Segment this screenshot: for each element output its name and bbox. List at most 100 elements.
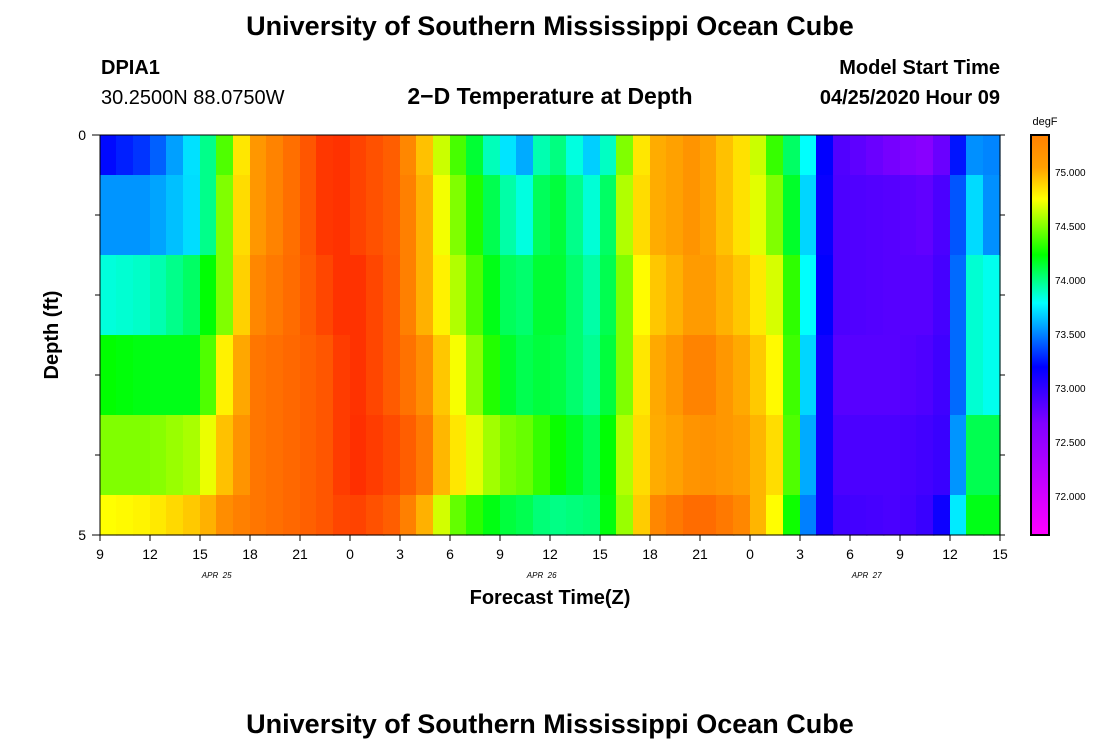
heatmap-cell xyxy=(900,335,918,416)
heatmap-cell xyxy=(783,415,801,496)
heatmap-cell xyxy=(850,495,868,536)
heatmap-cell xyxy=(633,135,651,176)
heatmap-cell xyxy=(533,135,551,176)
heatmap-cell xyxy=(900,135,918,176)
heatmap-cell xyxy=(400,335,418,416)
heatmap-cell xyxy=(700,495,718,536)
heatmap-cell xyxy=(450,495,468,536)
heatmap-cell xyxy=(500,415,518,496)
colorbar-tick-label: 74.500 xyxy=(1055,222,1086,233)
y-axis-label: Depth (ft) xyxy=(41,291,63,380)
heatmap-cell xyxy=(666,255,685,336)
heatmap-cell xyxy=(516,495,535,536)
x-axis: 9 12 15 18 21 0 3 6 9 12 15 18 21 0 3 6 9 12 15 APR 25 APR 2… xyxy=(96,535,1008,580)
heatmap-cell xyxy=(783,175,801,256)
x-tick-label: 15 xyxy=(192,546,208,562)
x-tick-label: 9 xyxy=(96,546,104,562)
heatmap-cell xyxy=(183,415,201,496)
heatmap-cell xyxy=(550,495,568,536)
heatmap-cell xyxy=(866,135,885,176)
heatmap-cell xyxy=(283,415,301,496)
heatmap-cell xyxy=(416,495,435,536)
heatmap-cell xyxy=(316,335,335,416)
heatmap-cell xyxy=(850,255,868,336)
heatmap-cell xyxy=(900,255,918,336)
heatmap-cell xyxy=(133,415,151,496)
heatmap-cell xyxy=(366,415,385,496)
model-start-value: 04/25/2020 Hour 09 xyxy=(819,87,1000,109)
heatmap-cell xyxy=(116,135,135,176)
heatmap-cell xyxy=(883,495,901,536)
heatmap-cell xyxy=(900,415,918,496)
heatmap-cell xyxy=(433,135,451,176)
heatmap-cell xyxy=(816,495,835,536)
heatmap-cell xyxy=(483,175,501,256)
colorbar-tick-label: 72.500 xyxy=(1055,438,1086,449)
heatmap-cell xyxy=(366,175,385,256)
heatmap-cell xyxy=(533,335,551,416)
heatmap-cell xyxy=(383,255,401,336)
plot-title: 2−D Temperature at Depth xyxy=(407,83,693,109)
heatmap-cell xyxy=(616,415,635,496)
x-tick-label: 21 xyxy=(692,546,708,562)
heatmap-cell xyxy=(100,135,118,176)
x-tick-label: 3 xyxy=(396,546,404,562)
heatmap-cell xyxy=(766,175,785,256)
heatmap-cell xyxy=(633,175,651,256)
heatmap-cell xyxy=(766,255,785,336)
heatmap-cell xyxy=(966,495,985,536)
heatmap-cell xyxy=(233,175,251,256)
heatmap-cell xyxy=(950,415,968,496)
heatmap-cell xyxy=(483,135,501,176)
heatmap-cell xyxy=(800,175,818,256)
heatmap-cell xyxy=(583,415,601,496)
heatmap-cell xyxy=(966,415,985,496)
station-coordinates: 30.2500N 88.0750W xyxy=(101,87,285,109)
heatmap-cell xyxy=(266,135,285,176)
heatmap-cell xyxy=(650,175,668,256)
heatmap-cell xyxy=(366,255,385,336)
heatmap-cell xyxy=(816,175,835,256)
heatmap-cell xyxy=(683,495,701,536)
heatmap-cell xyxy=(750,175,768,256)
heatmap-cell xyxy=(300,415,318,496)
heatmap-cell xyxy=(516,255,535,336)
heatmap-cell xyxy=(766,495,785,536)
x-tick-label: 21 xyxy=(292,546,308,562)
heatmap-cell xyxy=(916,175,935,256)
heatmap-cell xyxy=(133,135,151,176)
heatmap-cell xyxy=(550,135,568,176)
heatmap-cell xyxy=(850,335,868,416)
heatmap-cell xyxy=(400,255,418,336)
heatmap-cell xyxy=(283,255,301,336)
heatmap-cell xyxy=(433,255,451,336)
footer-title: University of Southern Mississippi Ocean… xyxy=(246,709,854,739)
x-tick-label: 15 xyxy=(592,546,608,562)
heatmap-cell xyxy=(783,495,801,536)
heatmap-cell xyxy=(283,335,301,416)
heatmap-cell xyxy=(166,335,185,416)
heatmap-cell xyxy=(783,255,801,336)
x-tick-label: 6 xyxy=(846,546,854,562)
heatmap-cell xyxy=(133,495,151,536)
heatmap-cell xyxy=(400,495,418,536)
heatmap-cell xyxy=(316,175,335,256)
date-label: APR 25 xyxy=(201,571,232,580)
x-axis-label: Forecast Time(Z) xyxy=(470,587,631,609)
date-label: APR 26 xyxy=(526,571,557,580)
heatmap-cell xyxy=(616,495,635,536)
heatmap-cell xyxy=(250,495,268,536)
heatmap-cell xyxy=(716,415,735,496)
heatmap-cell xyxy=(700,135,718,176)
heatmap-cell xyxy=(750,415,768,496)
x-tick-label: 18 xyxy=(642,546,658,562)
heatmap-cell xyxy=(150,335,168,416)
heatmap-cells xyxy=(100,135,1001,536)
heatmap-cell xyxy=(933,135,951,176)
heatmap-cell xyxy=(916,255,935,336)
heatmap-cell xyxy=(283,175,301,256)
heatmap-cell xyxy=(850,135,868,176)
heatmap-cell xyxy=(816,255,835,336)
colorbar-tick-label: 74.000 xyxy=(1055,276,1086,287)
heatmap-cell xyxy=(583,135,601,176)
